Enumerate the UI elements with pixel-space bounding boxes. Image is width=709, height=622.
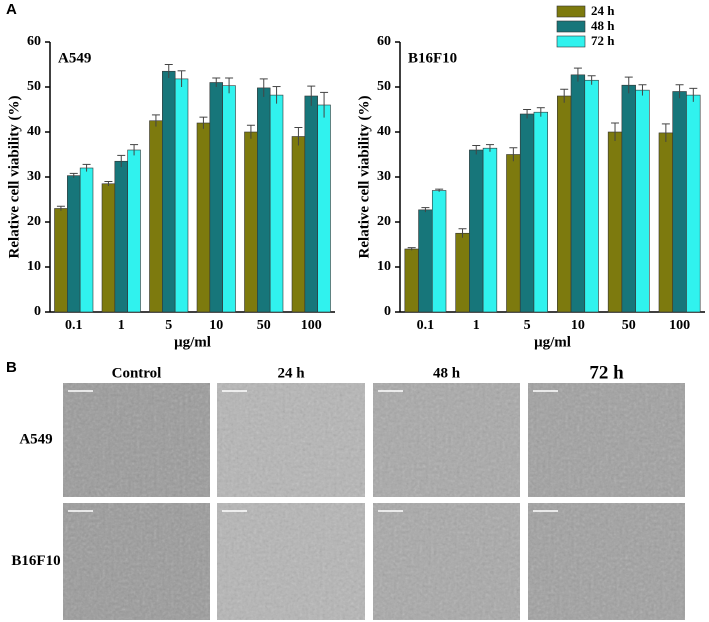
bar: [570, 74, 586, 313]
bar: [67, 175, 81, 313]
micrograph-texture: [63, 503, 210, 620]
chart-title: A549: [58, 50, 91, 66]
y-tick-label: 30: [27, 169, 41, 184]
micrograph-texture: [528, 383, 685, 497]
row-label: B16F10: [11, 553, 60, 569]
bar: [431, 190, 447, 313]
panel-label: A: [6, 1, 17, 18]
bar: [222, 85, 236, 313]
micrograph-texture: [217, 383, 365, 497]
micrograph-texture: [63, 383, 210, 497]
column-label: 24 h: [277, 365, 305, 381]
bar: [317, 104, 331, 313]
legend-swatch: [556, 20, 586, 33]
y-tick-label: 20: [27, 214, 41, 229]
bar: [519, 113, 535, 313]
bar: [162, 70, 176, 313]
bar: [418, 209, 433, 313]
legend-swatch: [556, 35, 586, 48]
bar: [455, 232, 470, 313]
y-tick-label: 0: [384, 304, 391, 319]
x-tick-label: 10: [209, 318, 223, 333]
bar: [257, 87, 271, 313]
bar: [291, 136, 306, 313]
panel-label: B: [6, 359, 17, 376]
column-label: 48 h: [433, 365, 461, 381]
bar: [304, 95, 318, 313]
micrograph-texture: [528, 503, 685, 620]
legend-swatch: [556, 5, 586, 18]
bar: [607, 131, 623, 313]
x-axis-label: μg/ml: [174, 334, 211, 350]
y-tick-label: 50: [377, 79, 391, 94]
column-label: Control: [112, 365, 162, 381]
bar: [635, 89, 650, 313]
bar: [533, 111, 548, 313]
micrograph-texture: [373, 503, 520, 620]
x-tick-label: 1: [473, 318, 480, 333]
x-tick-label: 5: [165, 318, 172, 333]
x-tick-label: 100: [301, 318, 322, 333]
x-tick-label: 0.1: [65, 318, 83, 333]
x-tick-label: 1: [118, 318, 125, 333]
y-tick-label: 30: [377, 169, 391, 184]
y-tick-label: 0: [34, 304, 41, 319]
bar: [672, 91, 687, 313]
bar: [469, 149, 484, 313]
column-label: 72 h: [589, 362, 624, 383]
x-axis-label: μg/ml: [534, 334, 571, 350]
bar: [244, 131, 258, 313]
y-tick-label: 10: [27, 259, 41, 274]
legend-label: 24 h: [591, 3, 615, 18]
bar: [404, 248, 419, 313]
y-tick-label: 60: [27, 34, 41, 49]
bar: [54, 208, 68, 313]
bar: [127, 149, 141, 313]
y-tick-label: 40: [377, 124, 391, 139]
bar: [196, 122, 211, 313]
y-axis-label: Relative cell viability (%): [6, 96, 22, 259]
bar: [557, 95, 572, 313]
bar: [209, 82, 223, 313]
bar: [114, 160, 128, 313]
x-tick-label: 50: [622, 318, 636, 333]
legend-label: 48 h: [591, 18, 615, 33]
bar: [506, 154, 521, 313]
micrograph-texture: [217, 503, 365, 620]
y-tick-label: 20: [377, 214, 391, 229]
y-axis-label: Relative cell viability (%): [356, 96, 372, 259]
bar: [149, 120, 163, 313]
x-tick-label: 100: [669, 318, 690, 333]
legend-label: 72 h: [591, 33, 615, 48]
x-tick-label: 50: [257, 318, 271, 333]
bar: [269, 94, 284, 313]
bar: [174, 78, 189, 313]
bar: [79, 167, 94, 313]
y-tick-label: 50: [27, 79, 41, 94]
y-tick-label: 60: [377, 34, 391, 49]
chart-title: B16F10: [408, 50, 457, 66]
bar: [621, 84, 636, 313]
x-tick-label: 5: [524, 318, 531, 333]
bar: [482, 147, 498, 313]
y-tick-label: 10: [377, 259, 391, 274]
row-label: A549: [19, 431, 52, 447]
x-tick-label: 10: [571, 318, 585, 333]
x-tick-label: 0.1: [417, 318, 435, 333]
bar: [686, 94, 701, 313]
bar: [584, 79, 599, 313]
bar: [101, 183, 116, 313]
bar: [658, 132, 674, 313]
micrograph-texture: [373, 383, 520, 497]
y-tick-label: 40: [27, 124, 41, 139]
